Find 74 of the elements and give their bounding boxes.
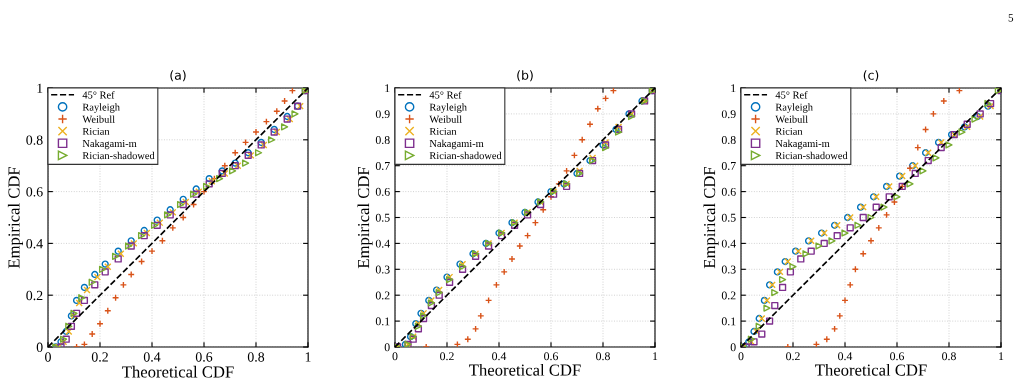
x-axis-title: Theoretical CDF bbox=[815, 363, 927, 376]
y-tick-label: 0 bbox=[36, 342, 43, 352]
y-tick-label: 0.7 bbox=[721, 161, 736, 170]
y-tick-label: 0 bbox=[730, 343, 736, 352]
legend-label: Weibull bbox=[775, 115, 808, 123]
y-tick-label: 0.9 bbox=[375, 110, 390, 119]
legend-label: Nakagami-m bbox=[775, 139, 830, 150]
y-tick-label: 0.6 bbox=[26, 187, 43, 197]
chart-title: (b) bbox=[517, 70, 533, 82]
legend-label: 45° Ref bbox=[775, 91, 808, 99]
x-tick-label: 1 bbox=[653, 352, 658, 361]
legend-label: Rayleigh bbox=[82, 103, 120, 113]
x-tick-label: 0.8 bbox=[596, 352, 610, 361]
y-tick-label: 0.5 bbox=[721, 213, 736, 222]
legend-label: Rician-shadowed bbox=[82, 151, 155, 160]
y-tick-label: 0.4 bbox=[26, 238, 43, 249]
legend-label: Rician-shadowed bbox=[429, 151, 502, 160]
y-tick-label: 0.8 bbox=[375, 136, 390, 145]
legend-label: Rician-shadowed bbox=[775, 151, 848, 160]
x-tick-label: 0 bbox=[738, 352, 744, 361]
y-tick-label: 0.3 bbox=[375, 265, 390, 274]
legend-label: Rician bbox=[82, 127, 110, 135]
legend-label: Rayleigh bbox=[775, 103, 813, 113]
x-tick-label: 0.2 bbox=[91, 352, 108, 362]
y-tick-label: 0.2 bbox=[375, 291, 390, 300]
y-tick-label: 0.8 bbox=[721, 136, 736, 145]
x-tick-label: 0.2 bbox=[786, 352, 800, 361]
y-tick-label: 0.4 bbox=[375, 239, 390, 248]
legend-label: Nakagami-m bbox=[429, 139, 484, 150]
y-tick-label: 0.7 bbox=[375, 161, 390, 170]
chart-title: (c) bbox=[863, 70, 879, 82]
y-tick-label: 0.2 bbox=[721, 291, 736, 300]
legend-label: Rician bbox=[429, 127, 457, 135]
legend-label: Weibull bbox=[82, 115, 115, 123]
y-tick-label: 1 bbox=[731, 84, 736, 93]
y-axis-title: Empirical CDF bbox=[357, 166, 373, 269]
y-axis-title: Empirical CDF bbox=[7, 166, 23, 269]
x-axis-title: Theoretical CDF bbox=[469, 363, 581, 376]
x-tick-label: 0.8 bbox=[942, 352, 956, 361]
y-tick-label: 0 bbox=[384, 343, 390, 352]
legend-label: Rician bbox=[775, 127, 803, 135]
x-tick-label: 0.4 bbox=[143, 352, 161, 362]
y-tick-label: 0.6 bbox=[375, 187, 390, 196]
legend-label: Rayleigh bbox=[429, 103, 467, 113]
x-tick-label: 0.6 bbox=[544, 352, 559, 361]
y-tick-label: 1 bbox=[385, 84, 390, 93]
y-tick-label: 0.8 bbox=[26, 135, 43, 145]
chart-title: (a) bbox=[170, 70, 186, 82]
legend-label: Weibull bbox=[429, 115, 462, 123]
x-tick-label: 0.6 bbox=[890, 352, 905, 361]
x-tick-label: 0.4 bbox=[492, 352, 507, 361]
x-tick-label: 0.4 bbox=[838, 352, 853, 361]
y-tick-label: 0.9 bbox=[721, 110, 736, 119]
y-tick-label: 0.1 bbox=[375, 317, 390, 326]
y-tick-label: 0.3 bbox=[721, 265, 736, 274]
legend-label: 45° Ref bbox=[429, 91, 462, 99]
x-tick-label: 1 bbox=[999, 352, 1004, 361]
y-tick-label: 0.4 bbox=[721, 239, 736, 248]
x-axis-title: Theoretical CDF bbox=[122, 365, 234, 378]
y-tick-label: 0.6 bbox=[721, 187, 736, 196]
x-tick-label: 0 bbox=[45, 352, 51, 362]
x-tick-label: 0.2 bbox=[440, 352, 454, 361]
y-tick-label: 0.2 bbox=[26, 290, 43, 301]
y-tick-label: 0.1 bbox=[721, 317, 736, 326]
legend-label: 45° Ref bbox=[82, 91, 115, 99]
text: 5 bbox=[1008, 14, 1014, 22]
y-tick-label: 1 bbox=[37, 83, 43, 93]
y-axis-title: Empirical CDF bbox=[703, 166, 719, 269]
x-tick-label: 0.6 bbox=[195, 352, 213, 362]
x-tick-label: 1 bbox=[305, 352, 311, 362]
x-tick-label: 0 bbox=[392, 352, 398, 361]
legend-label: Nakagami-m bbox=[82, 139, 137, 150]
y-tick-label: 0.5 bbox=[375, 213, 390, 222]
x-tick-label: 0.8 bbox=[247, 352, 265, 362]
